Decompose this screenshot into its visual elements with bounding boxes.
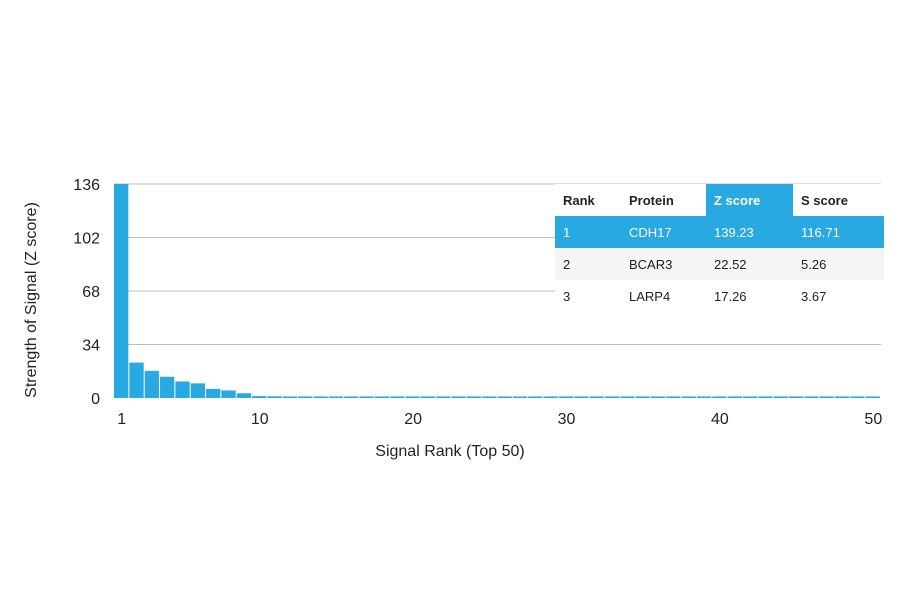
table-cell: 1 bbox=[563, 225, 570, 240]
y-tick-label: 34 bbox=[82, 338, 100, 355]
bar bbox=[420, 396, 436, 398]
table-row bbox=[555, 248, 884, 280]
bar bbox=[666, 396, 681, 398]
bar bbox=[282, 396, 298, 398]
x-tick-label: 30 bbox=[558, 411, 576, 428]
bar bbox=[574, 396, 589, 398]
bar bbox=[681, 396, 696, 398]
header-highlight bbox=[706, 184, 793, 216]
bar bbox=[788, 396, 804, 398]
bar bbox=[804, 396, 819, 398]
x-tick-label: 50 bbox=[864, 411, 882, 428]
bar bbox=[589, 396, 604, 398]
bar bbox=[344, 396, 359, 398]
bar bbox=[558, 396, 574, 398]
bar bbox=[773, 396, 788, 398]
bar bbox=[390, 396, 405, 398]
bar bbox=[252, 396, 267, 398]
x-tick-label: 40 bbox=[711, 411, 729, 428]
bar bbox=[405, 396, 420, 398]
bar bbox=[528, 396, 543, 398]
axes: 0 34 68 102 136 1 10 20 30 40 50 bbox=[73, 177, 882, 428]
bar bbox=[436, 396, 451, 398]
table-cell: LARP4 bbox=[629, 289, 670, 304]
bar bbox=[696, 396, 712, 398]
table-cell: BCAR3 bbox=[629, 257, 672, 272]
bar bbox=[236, 393, 252, 398]
y-tick-label: 136 bbox=[73, 177, 100, 194]
table-header-cell: Protein bbox=[629, 193, 674, 208]
bar bbox=[160, 376, 175, 398]
bar bbox=[359, 396, 374, 398]
bar bbox=[512, 396, 528, 398]
bar bbox=[298, 396, 313, 398]
table-cell: 17.26 bbox=[714, 289, 747, 304]
table-header-cell: Rank bbox=[563, 193, 596, 208]
bar bbox=[865, 396, 880, 398]
bar bbox=[328, 396, 344, 398]
bar bbox=[313, 396, 328, 398]
table-row bbox=[555, 216, 884, 248]
x-axis-title: Signal Rank (Top 50) bbox=[375, 443, 524, 460]
bar bbox=[374, 396, 390, 398]
bar bbox=[267, 396, 282, 398]
bar bbox=[604, 396, 620, 398]
bar bbox=[482, 396, 497, 398]
table-cell: 2 bbox=[563, 257, 570, 272]
bar bbox=[712, 396, 727, 398]
table-header-cell: Z score bbox=[714, 193, 760, 208]
bar bbox=[221, 390, 236, 398]
bar bbox=[819, 396, 834, 398]
table-cell: 3 bbox=[563, 289, 570, 304]
bar bbox=[190, 383, 206, 398]
bar bbox=[758, 396, 773, 398]
table-cell: 5.26 bbox=[801, 257, 826, 272]
bar bbox=[206, 388, 221, 398]
data-table: Rank Protein Z score S score 1 CDH17 139.23 116… bbox=[555, 184, 884, 312]
bar bbox=[451, 396, 466, 398]
bar bbox=[144, 370, 160, 398]
bars bbox=[114, 184, 880, 398]
bar bbox=[466, 396, 482, 398]
table-row bbox=[555, 280, 884, 312]
x-tick-label: 20 bbox=[404, 411, 422, 428]
bar bbox=[834, 396, 850, 398]
bar bbox=[114, 184, 129, 398]
x-tick-label: 10 bbox=[251, 411, 269, 428]
bar bbox=[727, 396, 742, 398]
table-cell: 22.52 bbox=[714, 257, 747, 272]
bar bbox=[543, 396, 558, 398]
y-tick-label: 0 bbox=[91, 391, 100, 408]
x-tick-label: 1 bbox=[117, 411, 126, 428]
table-cell: 3.67 bbox=[801, 289, 826, 304]
bar bbox=[175, 381, 190, 398]
table-cell: 139.23 bbox=[714, 225, 754, 240]
y-axis-title: Strength of Signal (Z score) bbox=[23, 202, 40, 398]
bar bbox=[850, 396, 865, 398]
bar bbox=[129, 362, 144, 398]
bar bbox=[742, 396, 758, 398]
y-tick-label: 102 bbox=[73, 231, 100, 248]
y-tick-label: 68 bbox=[82, 284, 100, 301]
bar bbox=[497, 396, 512, 398]
bar bbox=[650, 396, 666, 398]
table-header-cell: S score bbox=[801, 193, 848, 208]
bar bbox=[620, 396, 635, 398]
bar bbox=[635, 396, 650, 398]
table-cell: CDH17 bbox=[629, 225, 672, 240]
table-cell: 116.71 bbox=[801, 225, 840, 240]
